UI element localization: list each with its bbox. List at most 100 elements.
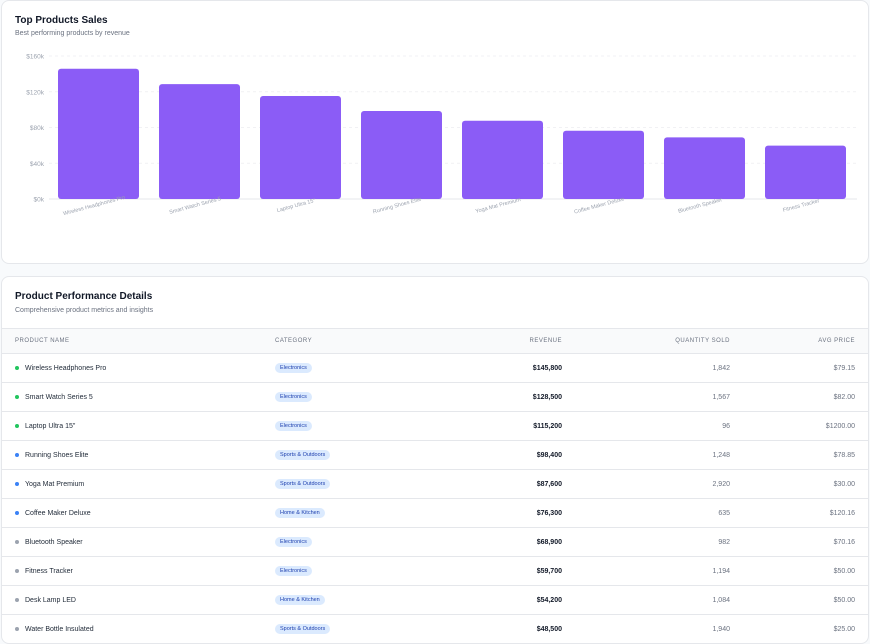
x-tick-label: Laptop Ultra 15" xyxy=(276,198,316,214)
y-tick-label: $0k xyxy=(34,197,45,204)
table-row[interactable]: Desk Lamp LED Home & Kitchen $54,200 1,0… xyxy=(2,585,868,615)
avg-price-cell: $30.00 xyxy=(730,469,868,499)
x-tick-label: Fitness Tracker xyxy=(782,198,820,214)
y-tick-label: $120k xyxy=(26,89,44,96)
header-quantity-sold[interactable]: QUANTITY SOLD xyxy=(562,328,730,354)
category-cell: Electronics xyxy=(275,382,475,412)
category-badge: Electronics xyxy=(275,537,312,547)
product-name-cell: Smart Watch Series 5 xyxy=(2,382,275,412)
product-name-cell: Bluetooth Speaker xyxy=(2,527,275,557)
status-dot-icon xyxy=(15,394,19,399)
revenue-cell: $54,200 xyxy=(475,585,562,615)
product-name: Coffee Maker Deluxe xyxy=(25,509,91,517)
product-table: PRODUCT NAME CATEGORY REVENUE QUANTITY S… xyxy=(2,328,868,643)
avg-price-cell: $82.00 xyxy=(730,382,868,412)
avg-price-cell: $79.15 xyxy=(730,353,868,383)
quantity-cell: 1,194 xyxy=(562,556,730,586)
revenue-cell: $87,600 xyxy=(475,469,562,499)
top-products-chart-card: Top Products Sales Best performing produ… xyxy=(1,0,869,264)
category-badge: Home & Kitchen xyxy=(275,595,325,605)
product-performance-card: Product Performance Details Comprehensiv… xyxy=(1,276,869,644)
avg-price-cell: $120.16 xyxy=(730,498,868,528)
status-dot-icon xyxy=(15,510,19,515)
avg-price-cell: $70.16 xyxy=(730,527,868,557)
table-row[interactable]: Smart Watch Series 5 Electronics $128,50… xyxy=(2,382,868,412)
quantity-cell: 982 xyxy=(562,527,730,557)
product-name-cell: Laptop Ultra 15" xyxy=(2,411,275,441)
table-row[interactable]: Yoga Mat Premium Sports & Outdoors $87,6… xyxy=(2,469,868,499)
product-name: Smart Watch Series 5 xyxy=(25,393,93,401)
bar xyxy=(159,84,240,199)
header-category[interactable]: CATEGORY xyxy=(275,328,475,354)
revenue-cell: $68,900 xyxy=(475,527,562,557)
category-cell: Home & Kitchen xyxy=(275,498,475,528)
quantity-cell: 1,940 xyxy=(562,614,730,643)
category-cell: Electronics xyxy=(275,527,475,557)
y-tick-label: $80k xyxy=(30,125,45,132)
x-tick-label: Bluetooth Speaker xyxy=(678,197,723,215)
revenue-cell: $128,500 xyxy=(475,382,562,412)
category-badge: Home & Kitchen xyxy=(275,508,325,518)
table-row[interactable]: Wireless Headphones Pro Electronics $145… xyxy=(2,353,868,383)
product-name-cell: Fitness Tracker xyxy=(2,556,275,586)
category-badge: Sports & Outdoors xyxy=(275,450,331,460)
category-badge: Electronics xyxy=(275,392,312,402)
bar xyxy=(664,137,745,199)
product-name-cell: Yoga Mat Premium xyxy=(2,469,275,499)
bar xyxy=(462,120,543,199)
revenue-cell: $76,300 xyxy=(475,498,562,528)
category-cell: Electronics xyxy=(275,353,475,383)
y-tick-label: $160k xyxy=(26,54,44,61)
bar xyxy=(58,68,139,199)
product-name: Desk Lamp LED xyxy=(25,596,76,604)
revenue-cell: $115,200 xyxy=(475,411,562,441)
category-badge: Sports & Outdoors xyxy=(275,479,331,489)
status-dot-icon xyxy=(15,539,19,544)
category-cell: Home & Kitchen xyxy=(275,585,475,615)
revenue-cell: $48,500 xyxy=(475,614,562,643)
avg-price-cell: $1200.00 xyxy=(730,411,868,441)
table-row[interactable]: Bluetooth Speaker Electronics $68,900 98… xyxy=(2,527,868,557)
quantity-cell: 1,567 xyxy=(562,382,730,412)
header-avg-price[interactable]: AVG PRICE xyxy=(730,328,868,354)
category-cell: Sports & Outdoors xyxy=(275,440,475,470)
header-revenue[interactable]: REVENUE xyxy=(475,328,562,354)
status-dot-icon xyxy=(15,452,19,457)
x-tick-label: Yoga Mat Premium xyxy=(475,197,522,215)
table-header-row: PRODUCT NAME CATEGORY REVENUE QUANTITY S… xyxy=(2,328,868,354)
revenue-cell: $98,400 xyxy=(475,440,562,470)
table-row[interactable]: Fitness Tracker Electronics $59,700 1,19… xyxy=(2,556,868,586)
status-dot-icon xyxy=(15,481,19,486)
product-name: Yoga Mat Premium xyxy=(25,480,85,488)
status-dot-icon xyxy=(15,626,19,631)
bar xyxy=(361,111,442,199)
product-name-cell: Water Bottle Insulated xyxy=(2,614,275,643)
table-row[interactable]: Water Bottle Insulated Sports & Outdoors… xyxy=(2,614,868,643)
product-name-cell: Running Shoes Elite xyxy=(2,440,275,470)
category-cell: Sports & Outdoors xyxy=(275,614,475,643)
quantity-cell: 96 xyxy=(562,411,730,441)
product-name-cell: Coffee Maker Deluxe xyxy=(2,498,275,528)
quantity-cell: 1,248 xyxy=(562,440,730,470)
quantity-cell: 635 xyxy=(562,498,730,528)
quantity-cell: 2,920 xyxy=(562,469,730,499)
table-row[interactable]: Running Shoes Elite Sports & Outdoors $9… xyxy=(2,440,868,470)
category-badge: Electronics xyxy=(275,566,312,576)
status-dot-icon xyxy=(15,568,19,573)
avg-price-cell: $78.85 xyxy=(730,440,868,470)
status-dot-icon xyxy=(15,365,19,370)
bar xyxy=(765,145,846,199)
quantity-cell: 1,084 xyxy=(562,585,730,615)
table-row[interactable]: Laptop Ultra 15" Electronics $115,200 96… xyxy=(2,411,868,441)
table-title: Product Performance Details xyxy=(15,291,153,302)
table-subtitle: Comprehensive product metrics and insigh… xyxy=(15,307,154,314)
status-dot-icon xyxy=(15,597,19,602)
quantity-cell: 1,842 xyxy=(562,353,730,383)
table-row[interactable]: Coffee Maker Deluxe Home & Kitchen $76,3… xyxy=(2,498,868,528)
bar xyxy=(260,96,341,199)
header-product-name[interactable]: PRODUCT NAME xyxy=(2,328,275,354)
revenue-cell: $59,700 xyxy=(475,556,562,586)
product-name: Fitness Tracker xyxy=(25,567,73,575)
y-tick-label: $40k xyxy=(30,161,45,168)
